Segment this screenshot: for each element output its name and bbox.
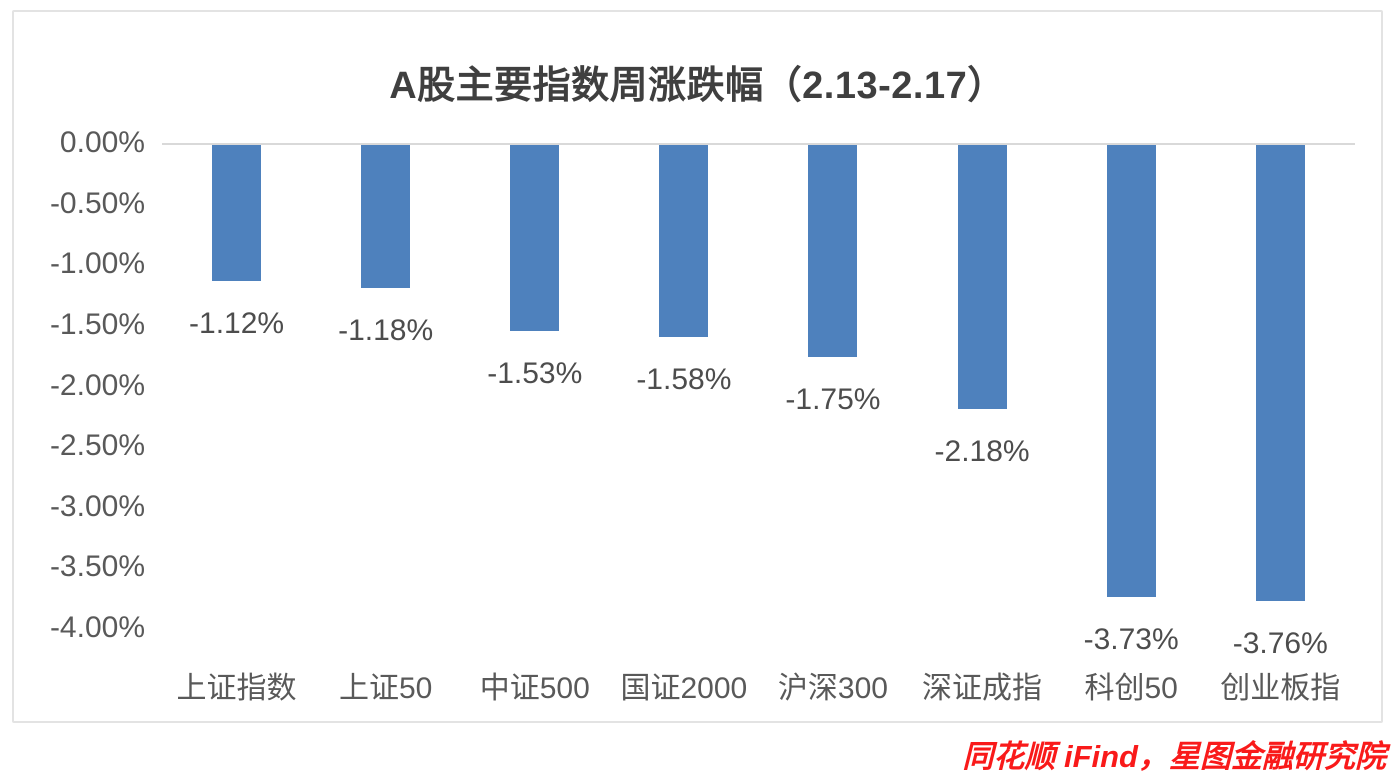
source-attribution: 同花顺 iFind，星图金融研究院 bbox=[962, 739, 1386, 771]
bar bbox=[659, 145, 709, 337]
bar-value-label: -3.76% bbox=[1232, 626, 1328, 660]
y-tick-label: 0.00% bbox=[59, 126, 145, 159]
y-tick-label: -0.50% bbox=[49, 186, 145, 220]
y-tick-label: -3.00% bbox=[49, 489, 145, 523]
category-label: 国证2000 bbox=[620, 672, 748, 705]
bar-value-label: -1.53% bbox=[487, 356, 583, 390]
bar bbox=[957, 145, 1007, 410]
bar-value-label: -2.18% bbox=[934, 435, 1030, 469]
bar bbox=[1255, 145, 1305, 601]
bar bbox=[1106, 145, 1156, 598]
bar bbox=[361, 145, 411, 289]
bar bbox=[212, 145, 262, 281]
chart-title: A股主要指数周涨跌幅（2.13-2.17） bbox=[389, 65, 1006, 107]
y-tick-label: -2.50% bbox=[49, 429, 145, 463]
category-label: 创业板指 bbox=[1220, 672, 1341, 705]
y-tick-label: -1.00% bbox=[49, 247, 145, 281]
category-label: 深证成指 bbox=[922, 672, 1043, 705]
bar-value-label: -3.73% bbox=[1083, 623, 1179, 657]
bar-value-label: -1.12% bbox=[189, 306, 285, 340]
category-label: 科创50 bbox=[1084, 672, 1178, 705]
zero-axis-line bbox=[162, 143, 1355, 145]
bar-value-label: -1.18% bbox=[338, 314, 434, 348]
bar bbox=[808, 145, 858, 358]
y-tick-label: -3.50% bbox=[49, 550, 145, 584]
category-label: 沪深300 bbox=[777, 672, 888, 705]
category-label: 中证500 bbox=[479, 672, 590, 705]
chart-frame: A股主要指数周涨跌幅（2.13-2.17） 0.00% -0.50% -1.00% -… bbox=[12, 10, 1383, 723]
y-tick-label: -4.00% bbox=[49, 611, 145, 644]
category-label: 上证50 bbox=[338, 672, 433, 705]
y-tick-label: -2.00% bbox=[49, 368, 145, 402]
bar-value-label: -1.75% bbox=[785, 383, 881, 417]
bar-value-label: -1.58% bbox=[636, 362, 732, 396]
bar bbox=[510, 145, 560, 331]
category-label: 上证指数 bbox=[176, 672, 297, 705]
y-tick-label: -1.50% bbox=[49, 307, 145, 341]
